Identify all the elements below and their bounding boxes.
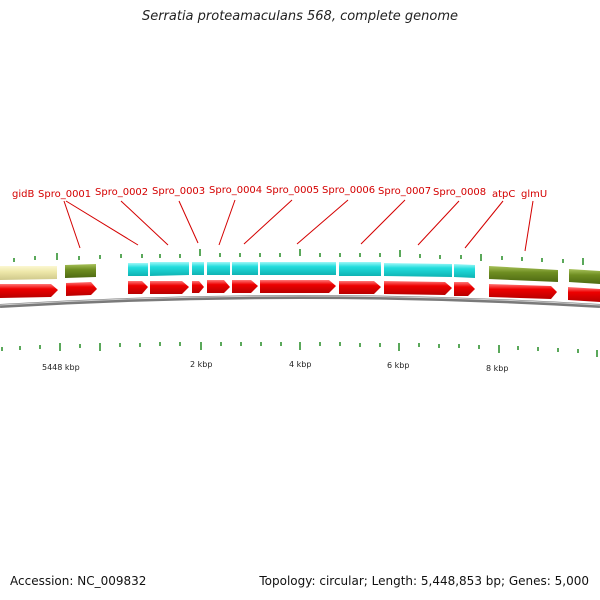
- cds-arrow: [150, 281, 189, 294]
- position-labels: 5448 kbp 2 kbp 4 kbp 6 kbp 8 kbp: [42, 360, 508, 373]
- leader-line: [243, 199, 293, 245]
- cds-arrow: [207, 280, 230, 293]
- position-label-2-kbp: 2 kbp: [190, 360, 212, 369]
- gene-labels: gidB Spro_0001 Spro_0002 Spro_0003 Spro_…: [12, 185, 547, 200]
- gene-label-atpc: atpC: [492, 189, 515, 200]
- leader-line: [218, 199, 236, 246]
- gene-label-spro-0001: Spro_0001: [38, 189, 91, 200]
- cds-arrow: [568, 287, 600, 302]
- cyan-feature-block: [384, 263, 452, 277]
- leader-line: [296, 199, 349, 245]
- leader-line: [178, 200, 199, 244]
- olive-feature-block: [569, 269, 600, 284]
- cds-arrow: [66, 282, 97, 296]
- gene-label-spro-0006: Spro_0006: [322, 185, 375, 196]
- position-label-6-kbp: 6 kbp: [387, 361, 409, 370]
- cyan-feature-block: [339, 262, 381, 276]
- olive-feature-block: [489, 266, 558, 282]
- cds-arrow: [260, 280, 336, 293]
- khaki-feature-block: [0, 266, 57, 280]
- position-label-5448-kbp: 5448 kbp: [42, 363, 80, 372]
- gene-label-spro-0003: Spro_0003: [152, 186, 205, 197]
- cyan-feature-block: [454, 264, 475, 278]
- gene-label-spro-0008: Spro_0008: [433, 187, 486, 198]
- accession-text: Accession: NC_009832: [10, 574, 147, 588]
- cds-arrow: [454, 282, 475, 296]
- leader-line: [360, 199, 406, 245]
- cds-arrow: [128, 281, 148, 294]
- cds-arrow: [339, 281, 381, 294]
- gene-label-glmu: glmU: [521, 189, 547, 200]
- lower-tick-marks: [1, 342, 598, 357]
- genome-backbone-highlight: [0, 295, 600, 306]
- cyan-feature-block: [232, 262, 258, 275]
- cyan-feature-block: [192, 262, 204, 275]
- position-label-4-kbp: 4 kbp: [289, 360, 311, 369]
- cyan-feature-block: [207, 262, 230, 275]
- olive-feature-block: [65, 264, 96, 278]
- leader-line: [417, 200, 460, 246]
- leader-line: [65, 200, 139, 246]
- cyan-feature-block: [128, 263, 148, 276]
- genome-backbone: [0, 295, 600, 308]
- gene-label-spro-0007: Spro_0007: [378, 186, 431, 197]
- leader-line: [464, 200, 504, 249]
- upper-tick-marks: [13, 249, 584, 265]
- leader-line: [63, 200, 81, 249]
- position-label-8-kbp: 8 kbp: [486, 364, 508, 373]
- leader-line: [120, 200, 169, 246]
- genome-title: Serratia proteamaculans 568, complete ge…: [141, 9, 459, 24]
- cds-arrow: [192, 281, 204, 293]
- cds-arrow: [232, 280, 258, 293]
- gene-label-spro-0004: Spro_0004: [209, 185, 262, 196]
- leader-line: [524, 200, 534, 252]
- cyan-feature-block: [150, 262, 189, 276]
- gene-label-gidb: gidB: [12, 189, 34, 200]
- gene-label-spro-0005: Spro_0005: [266, 185, 319, 196]
- gene-label-spro-0002: Spro_0002: [95, 187, 148, 198]
- cds-arrow: [0, 284, 58, 298]
- cds-arrow: [489, 284, 557, 299]
- cds-arrow: [384, 281, 452, 295]
- genome-summary-text: Topology: circular; Length: 5,448,853 bp…: [259, 574, 589, 588]
- cyan-feature-block: [260, 262, 336, 275]
- label-leader-lines: [63, 199, 534, 252]
